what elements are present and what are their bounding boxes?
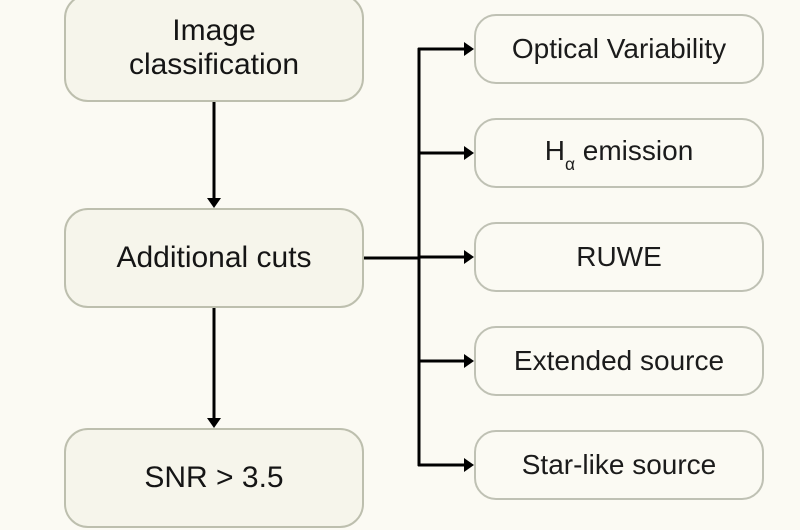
node-label: Additional cuts	[116, 241, 311, 276]
node-image-classification: Imageclassification	[64, 0, 364, 102]
node-label: SNR > 3.5	[144, 461, 283, 496]
node-label: RUWE	[576, 241, 662, 273]
node-optical-variability: Optical Variability	[474, 14, 764, 84]
node-snr: SNR > 3.5	[64, 428, 364, 528]
node-label: Star-like source	[522, 449, 717, 481]
node-label: Imageclassification	[129, 14, 299, 83]
node-ruwe: RUWE	[474, 222, 764, 292]
flowchart-canvas: Imageclassification Additional cuts SNR > …	[0, 0, 800, 530]
node-extended-source: Extended source	[474, 326, 764, 396]
node-additional-cuts: Additional cuts	[64, 208, 364, 308]
node-label: Extended source	[514, 345, 724, 377]
node-ha-emission: Hα emission	[474, 118, 764, 188]
alpha-subscript: α	[565, 154, 575, 174]
node-label: Hα emission	[545, 135, 694, 172]
node-label: Optical Variability	[512, 33, 726, 65]
node-star-like-source: Star-like source	[474, 430, 764, 500]
